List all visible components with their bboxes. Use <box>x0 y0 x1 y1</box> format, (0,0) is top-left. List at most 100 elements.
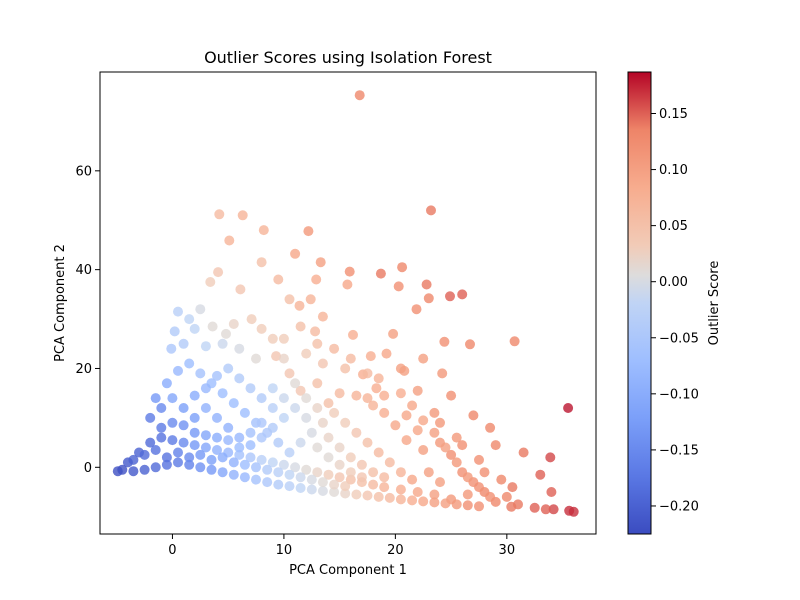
data-point <box>535 469 546 480</box>
data-point <box>251 353 261 364</box>
data-point <box>446 390 457 401</box>
data-point <box>173 457 183 468</box>
data-point <box>429 407 440 418</box>
data-point <box>445 291 455 302</box>
data-point <box>213 267 224 278</box>
data-point <box>546 487 557 497</box>
data-point <box>340 481 351 492</box>
data-point <box>440 442 451 453</box>
data-point <box>305 294 316 305</box>
y-tick-label: 60 <box>75 164 92 179</box>
data-point <box>451 432 462 443</box>
data-point <box>411 304 422 315</box>
data-point <box>407 474 418 485</box>
x-axis-label: PCA Component 1 <box>289 563 407 578</box>
data-point <box>465 339 475 350</box>
data-point <box>145 437 156 448</box>
data-point <box>262 464 273 475</box>
data-point <box>200 341 211 352</box>
data-point <box>451 457 462 468</box>
data-point <box>189 390 200 401</box>
data-point <box>161 459 172 470</box>
data-point <box>245 440 256 451</box>
data-point <box>284 481 295 492</box>
colorbar-tick-label: 0.10 <box>659 163 688 178</box>
data-point <box>312 403 323 413</box>
data-point <box>518 447 529 458</box>
data-point <box>301 348 312 359</box>
data-point <box>334 472 345 483</box>
data-point <box>128 454 139 465</box>
data-point <box>540 504 551 515</box>
y-tick-label: 40 <box>75 263 92 278</box>
data-point <box>251 462 261 473</box>
data-point <box>501 491 512 502</box>
data-point <box>221 328 231 339</box>
data-point <box>189 440 200 451</box>
data-point <box>474 482 484 493</box>
data-point <box>156 403 167 413</box>
data-point <box>139 464 150 475</box>
data-point <box>354 90 365 101</box>
data-point <box>239 407 250 418</box>
data-point <box>150 445 161 455</box>
data-point <box>239 472 250 483</box>
data-point <box>379 407 390 418</box>
data-point <box>278 459 289 470</box>
data-point <box>195 304 206 315</box>
data-point <box>545 452 556 463</box>
data-point <box>245 383 256 394</box>
y-tick-label: 0 <box>84 461 92 476</box>
data-point <box>156 432 167 443</box>
data-point <box>435 477 445 488</box>
data-point <box>200 442 211 453</box>
x-axis: 0 10 20 30 <box>168 534 515 558</box>
data-point <box>345 452 356 463</box>
data-point <box>485 422 496 433</box>
data-point <box>490 440 501 451</box>
data-point <box>214 209 225 220</box>
data-point <box>362 437 373 448</box>
data-point <box>178 403 189 413</box>
data-point <box>368 400 379 411</box>
data-point <box>440 498 451 509</box>
data-point <box>295 321 306 332</box>
data-point <box>362 490 373 501</box>
data-point <box>284 447 295 458</box>
data-point <box>437 368 448 379</box>
colorbar-tick-label: −0.20 <box>659 499 699 514</box>
colorbar-tick-label: 0.00 <box>659 275 688 290</box>
x-tick-label: 20 <box>387 543 404 558</box>
data-point <box>379 472 390 483</box>
data-point <box>234 442 245 453</box>
data-point <box>548 504 559 515</box>
data-point <box>178 338 189 349</box>
data-point <box>184 358 195 369</box>
data-point <box>334 442 345 453</box>
data-point <box>173 306 183 317</box>
data-point <box>224 235 235 246</box>
colorbar-tick-label: −0.15 <box>659 443 699 458</box>
data-point <box>195 449 206 460</box>
data-point <box>195 462 206 473</box>
chart-title: Outlier Scores using Isolation Forest <box>204 48 492 67</box>
data-point <box>568 506 579 517</box>
data-point <box>412 487 423 497</box>
data-point <box>457 440 468 451</box>
data-point <box>262 477 273 488</box>
data-point <box>217 467 228 478</box>
data-point <box>228 469 239 480</box>
data-point <box>395 494 406 505</box>
data-point <box>395 484 406 495</box>
data-point <box>317 486 328 496</box>
data-point <box>195 368 206 379</box>
data-point <box>271 351 282 362</box>
data-point <box>278 393 289 404</box>
data-point <box>117 464 128 475</box>
data-point <box>200 383 211 394</box>
data-point <box>206 464 217 475</box>
data-point <box>323 398 334 409</box>
data-point <box>323 469 334 480</box>
data-point <box>189 427 200 438</box>
data-point <box>384 492 395 503</box>
